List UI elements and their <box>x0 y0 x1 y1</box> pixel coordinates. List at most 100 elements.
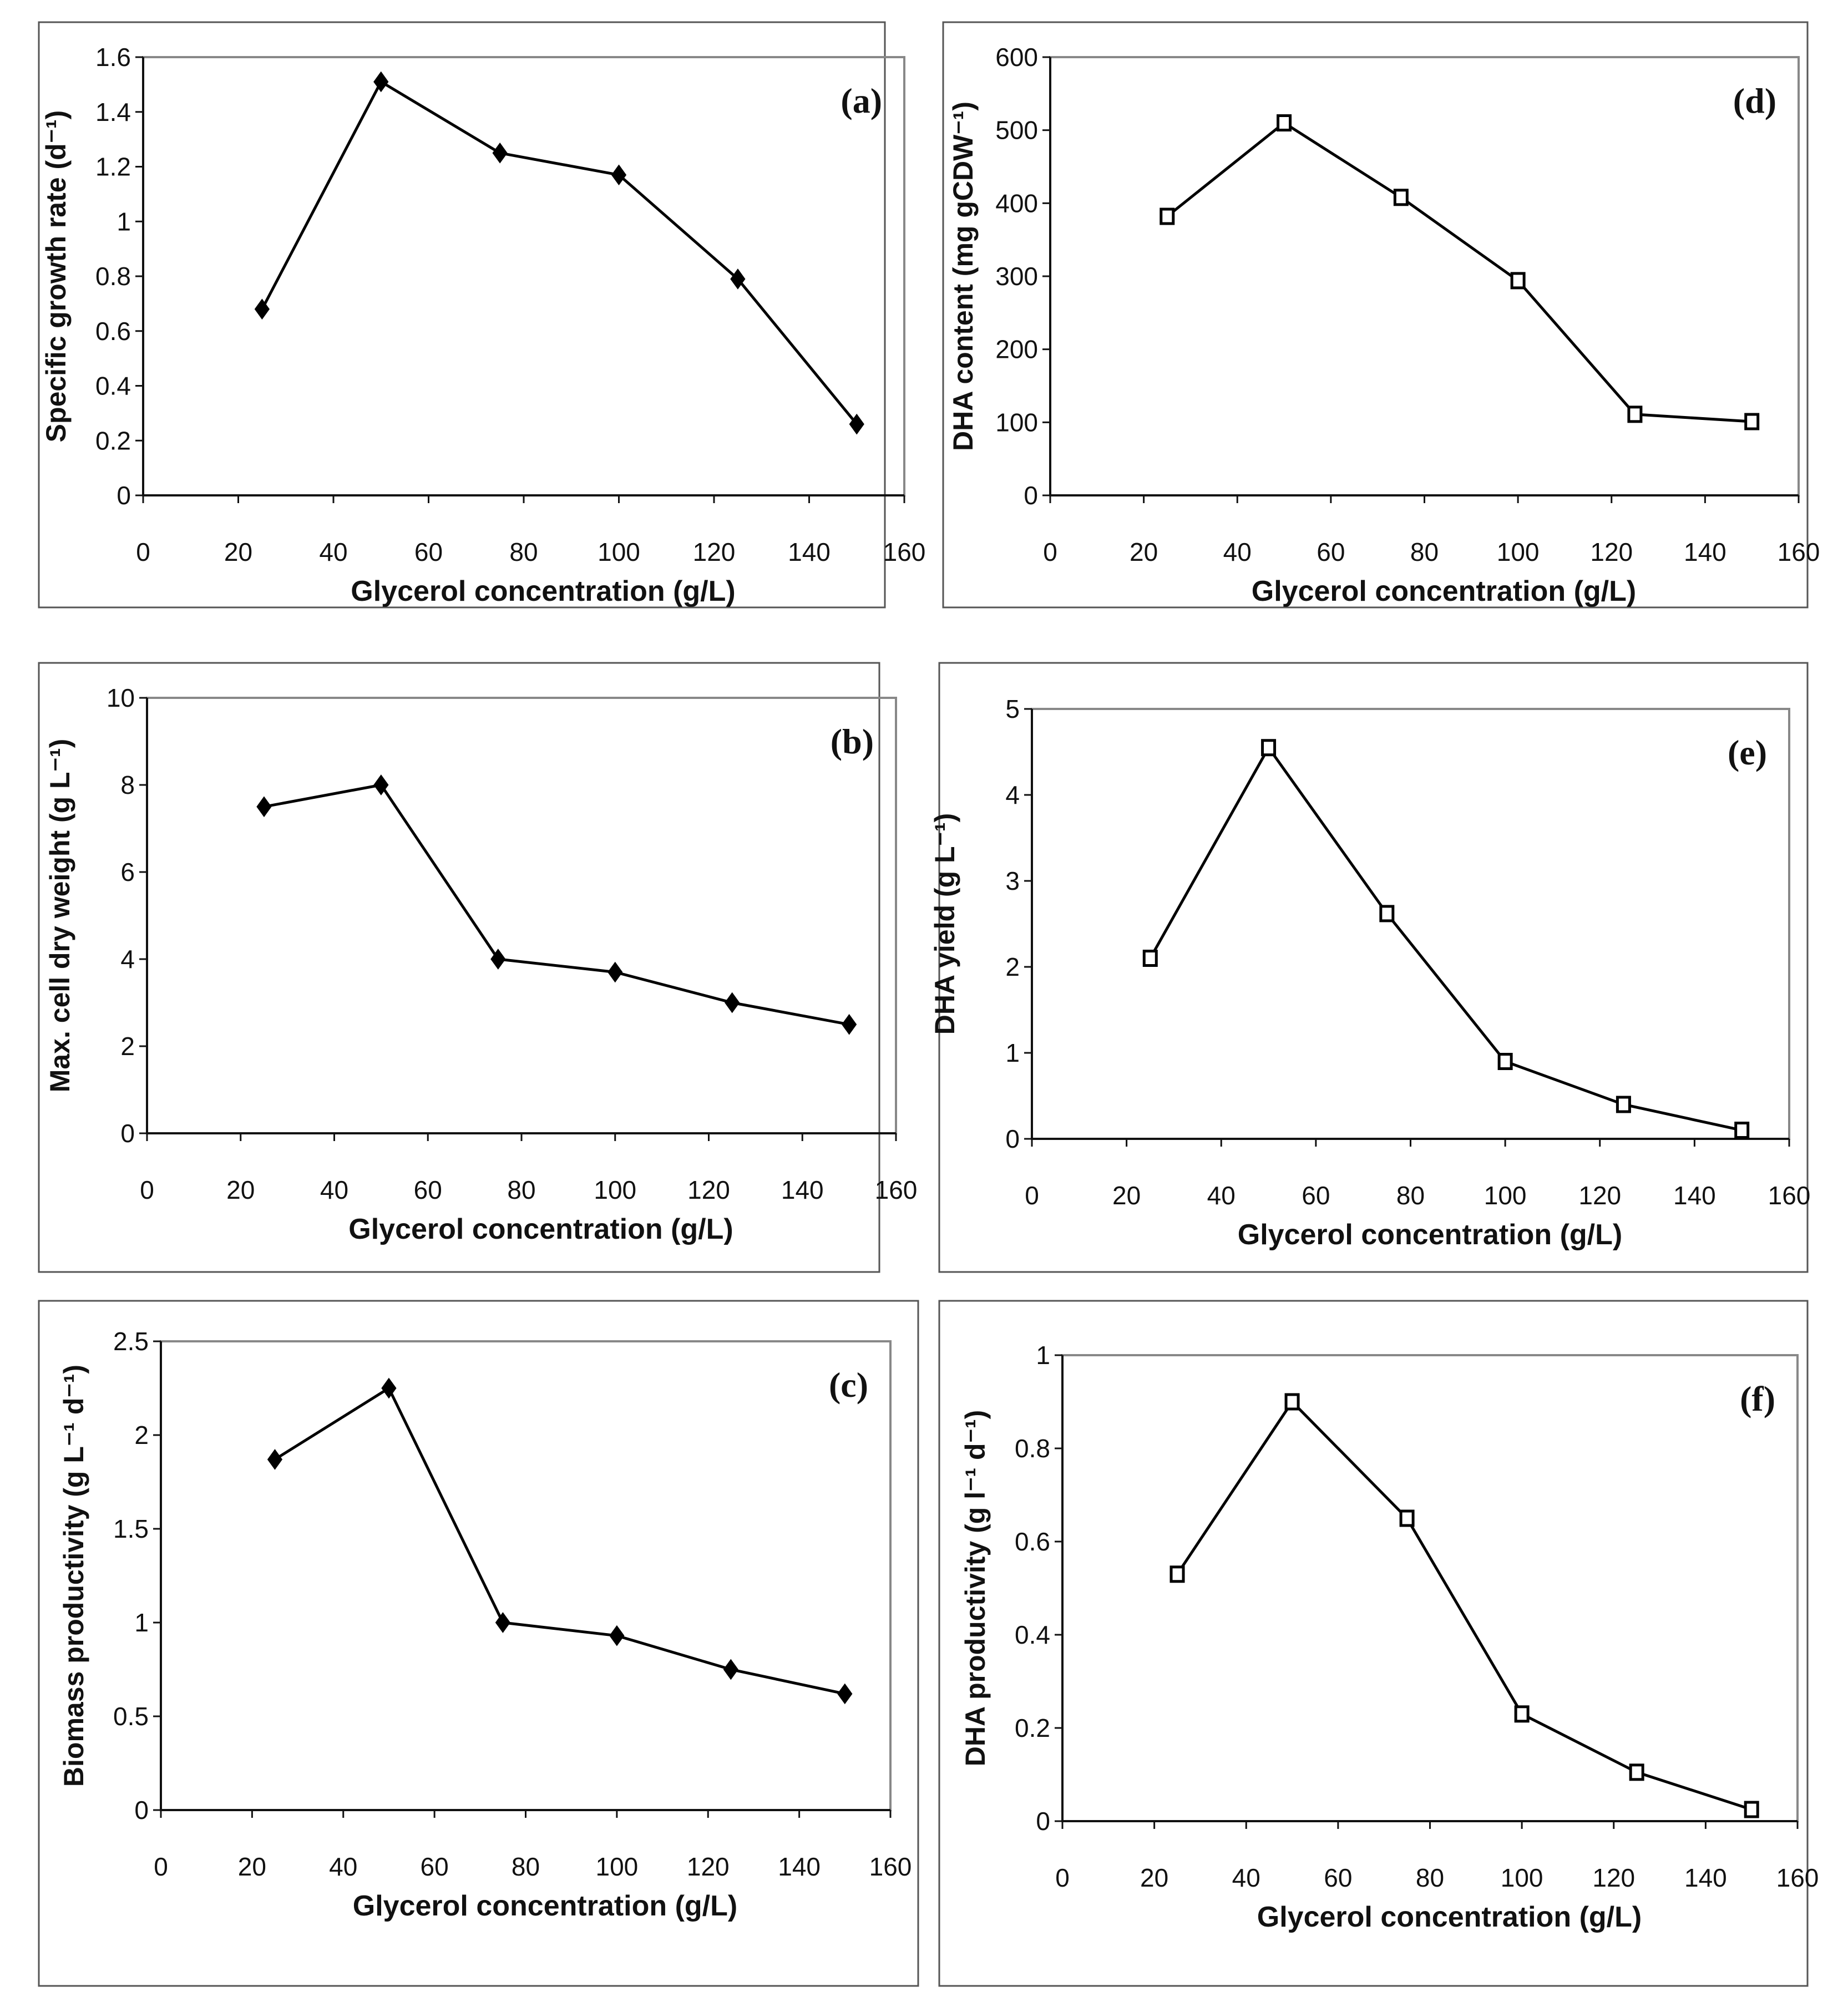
data-point-square <box>1734 1122 1750 1139</box>
data-point-diamond <box>254 298 270 320</box>
data-point-square <box>1261 739 1277 757</box>
series-line <box>264 783 850 1026</box>
x-tick-label: 120 <box>687 1175 730 1204</box>
x-axis-title: Glycerol concentration (g/L) <box>353 1890 737 1922</box>
x-tick-label: 80 <box>1416 1863 1444 1892</box>
data-point-square <box>1399 1509 1415 1527</box>
series-line <box>1166 121 1752 423</box>
y-axis-title: DHA yield (g L⁻¹) <box>929 813 960 1035</box>
series-line <box>1176 1400 1752 1811</box>
x-tick-label: 0 <box>1055 1863 1070 1892</box>
data-point-square <box>1497 1053 1513 1070</box>
y-tick-label: 4 <box>1005 780 1020 809</box>
data-point-diamond <box>609 1625 625 1646</box>
x-tick-label: 20 <box>226 1175 255 1204</box>
x-tick-label: 100 <box>1497 538 1540 566</box>
y-tick-label: 1 <box>117 207 131 236</box>
y-tick-label: 0.8 <box>1015 1434 1050 1463</box>
x-axis-title: Glycerol concentration (g/L) <box>1238 1219 1622 1251</box>
x-tick-label: 20 <box>1112 1181 1141 1210</box>
x-tick-label: 80 <box>1410 538 1439 566</box>
x-tick-label: 100 <box>598 538 640 566</box>
plot-frame <box>146 697 897 1134</box>
y-tick-label: 0 <box>134 1796 149 1824</box>
chart-panel-d: 0 20 40 60 80 100 120 140 160 0 100 200 300 400 500 600… <box>942 21 1820 609</box>
data-point-diamond <box>725 992 740 1013</box>
panel-label: (f) <box>1740 1379 1775 1418</box>
y-tick-label: 300 <box>995 262 1038 291</box>
plot-frame <box>1061 1354 1799 1822</box>
y-tick-label: 0.6 <box>1015 1527 1050 1556</box>
data-point-diamond <box>492 142 508 164</box>
chart-panel-e: 0 20 40 60 80 100 120 140 160 0 1 2 3 4 5 Glycerol conc… <box>929 662 1811 1273</box>
x-tick-label: 120 <box>1592 1863 1635 1892</box>
x-tick-label: 80 <box>512 1852 540 1881</box>
x-tick-label: 140 <box>778 1852 821 1881</box>
y-tick-label: 0 <box>1005 1124 1020 1153</box>
data-point-diamond <box>381 1377 397 1399</box>
x-tick-label: 100 <box>1484 1181 1527 1210</box>
data-point-diamond <box>842 1013 857 1035</box>
data-point-diamond <box>607 961 623 983</box>
x-tick-label: 20 <box>238 1852 266 1881</box>
data-point-diamond <box>730 268 746 290</box>
y-axis-title: Biomass productivity (g L⁻¹ d⁻¹) <box>58 1365 89 1787</box>
x-tick-label: 0 <box>136 538 150 566</box>
y-tick-label: 10 <box>107 683 135 712</box>
y-tick-label: 1.5 <box>113 1514 149 1543</box>
y-tick-label: 100 <box>995 408 1038 437</box>
x-axis-title: Glycerol concentration (g/L) <box>1257 1901 1642 1933</box>
data-point-square <box>1744 413 1760 430</box>
plot-frame <box>160 1340 892 1811</box>
data-point-diamond <box>267 1449 283 1470</box>
y-axis-title: Specific growth rate (d⁻¹) <box>40 110 72 443</box>
data-point-square <box>1510 272 1526 290</box>
x-tick-label: 140 <box>788 538 831 566</box>
x-tick-label: 100 <box>1501 1863 1543 1892</box>
x-tick-label: 40 <box>1207 1181 1236 1210</box>
x-tick-label: 0 <box>1025 1181 1039 1210</box>
data-point-square <box>1379 905 1395 923</box>
x-tick-label: 20 <box>224 538 252 566</box>
x-tick-label: 60 <box>1302 1181 1330 1210</box>
data-point-diamond <box>849 413 864 435</box>
y-tick-label: 4 <box>120 945 135 974</box>
x-tick-label: 0 <box>154 1852 168 1881</box>
x-tick-label: 60 <box>414 1175 442 1204</box>
data-point-diamond <box>490 949 506 970</box>
y-tick-label: 0.4 <box>1015 1620 1050 1649</box>
data-point-square <box>1629 1763 1644 1781</box>
y-tick-label: 0.5 <box>113 1702 149 1731</box>
data-point-square <box>1627 406 1643 423</box>
y-tick-label: 6 <box>120 858 135 886</box>
y-tick-label: 2 <box>1005 952 1020 981</box>
data-point-square <box>1142 950 1158 967</box>
y-tick-label: 1 <box>134 1608 149 1637</box>
chart-panel-a: 0 20 40 60 80 100 120 140 160 0 0.2 0.4 0.6 0.8 1 1.2 1.… <box>38 21 925 609</box>
y-tick-label: 1.4 <box>95 98 131 126</box>
y-tick-label: 0.2 <box>95 426 131 455</box>
y-axis-title: DHA productivity (g l⁻¹ d⁻¹) <box>960 1410 991 1767</box>
y-tick-label: 5 <box>1005 695 1020 723</box>
x-tick-label: 40 <box>1223 538 1252 566</box>
x-tick-label: 40 <box>320 1175 348 1204</box>
y-tick-label: 1 <box>1005 1038 1020 1067</box>
y-tick-label: 500 <box>995 116 1038 145</box>
x-tick-label: 80 <box>509 538 538 566</box>
x-tick-label: 0 <box>1043 538 1057 566</box>
chart-panel-c: 0 20 40 60 80 100 120 140 160 0 0.5 1 1.5 2 2.5 Glycero… <box>38 1300 919 1987</box>
x-tick-label: 80 <box>1396 1181 1425 1210</box>
chart-panel-b: 0 20 40 60 80 100 120 140 160 0 2 4 6 8 10 Glycerol con… <box>38 662 917 1273</box>
panel-label: (d) <box>1733 81 1776 120</box>
x-axis-title: Glycerol concentration (g/L) <box>348 1213 733 1245</box>
x-tick-label: 160 <box>1778 538 1820 566</box>
x-tick-label: 60 <box>1324 1863 1352 1892</box>
y-tick-label: 0 <box>1036 1807 1050 1836</box>
data-point-diamond <box>611 164 627 186</box>
x-tick-label: 160 <box>1768 1181 1811 1210</box>
x-tick-label: 100 <box>594 1175 636 1204</box>
series-line <box>261 79 858 425</box>
panel-label: (c) <box>829 1365 868 1405</box>
panel-label: (a) <box>841 81 882 120</box>
y-tick-label: 600 <box>995 43 1038 72</box>
